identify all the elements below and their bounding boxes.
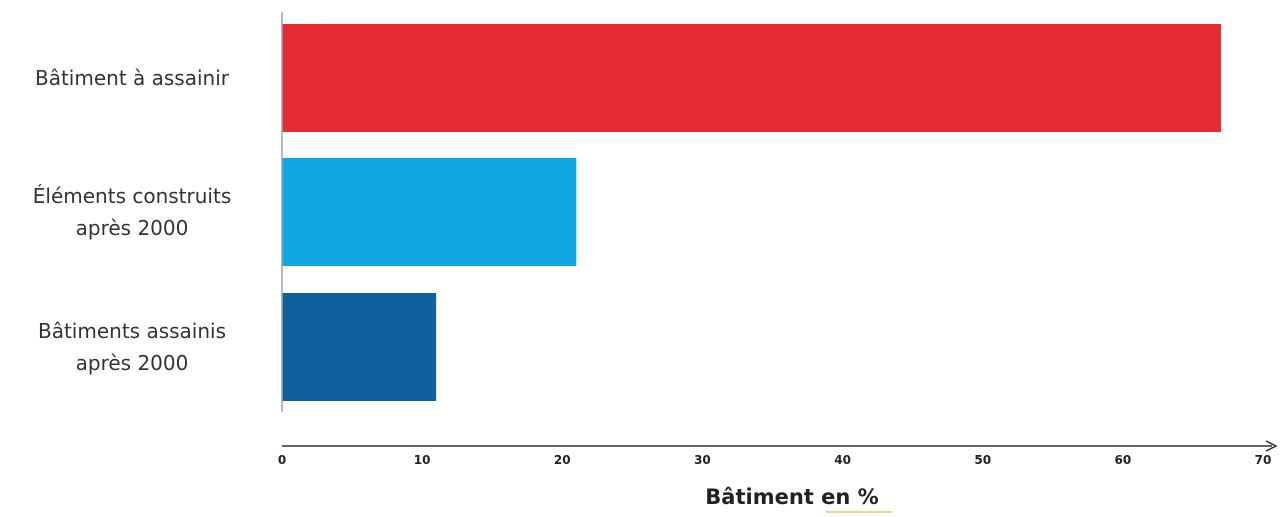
x-axis-title: Bâtiment en % xyxy=(705,485,878,509)
x-tick-label: 50 xyxy=(974,453,991,467)
x-tick-label: 40 xyxy=(834,453,851,467)
category-label-1: Bâtiment à assainir xyxy=(35,66,230,90)
category-label-3: Bâtiments assainis après 2000 xyxy=(38,319,226,375)
category-label-2: Éléments construits après 2000 xyxy=(33,184,231,240)
x-tick-label: 10 xyxy=(414,453,431,467)
bars-group xyxy=(282,24,1221,401)
x-tick-labels: 0 10 20 30 40 50 60 70 xyxy=(278,453,1272,467)
x-tick-label: 60 xyxy=(1115,453,1132,467)
category-labels: Bâtiment à assainir Éléments construits ap… xyxy=(33,66,231,375)
bar-1 xyxy=(282,24,1221,132)
bar-2 xyxy=(282,158,577,266)
x-axis-arrow-icon xyxy=(1265,440,1278,452)
x-tick-label: 20 xyxy=(554,453,571,467)
x-tick-label: 0 xyxy=(278,453,286,467)
x-tick-label: 30 xyxy=(694,453,711,467)
x-tick-label: 70 xyxy=(1255,453,1272,467)
bar-3 xyxy=(282,293,437,401)
